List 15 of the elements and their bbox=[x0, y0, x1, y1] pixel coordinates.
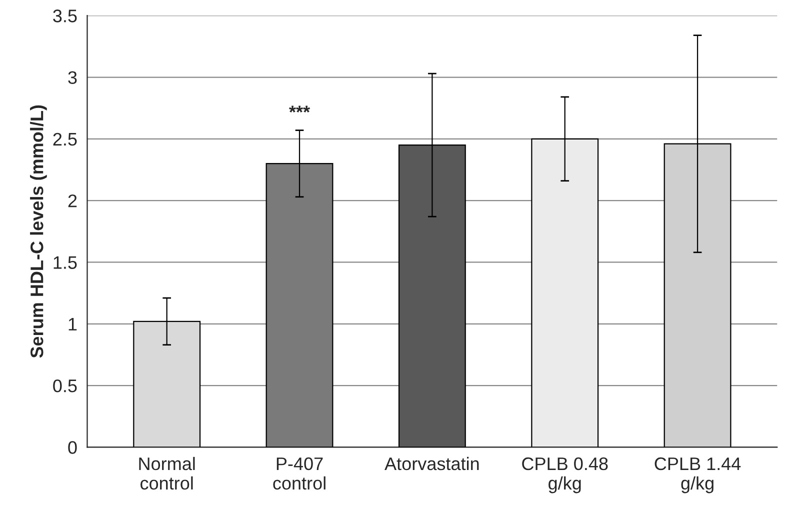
annotation: *** bbox=[289, 106, 310, 112]
y-tick-label: 3.5 bbox=[53, 10, 77, 22]
y-tick-label: 3 bbox=[68, 71, 77, 84]
y-tick-label: 1 bbox=[68, 318, 77, 330]
y-tick-label: 2.5 bbox=[53, 132, 77, 146]
y-tick-label: 0 bbox=[68, 441, 77, 454]
x-tick-label: Normal control bbox=[139, 456, 195, 490]
y-tick-label: 0.5 bbox=[53, 379, 77, 392]
x-tick-label: P-407 control bbox=[273, 457, 326, 490]
x-tick-label: CPLB 0.48 g/kg bbox=[522, 457, 608, 494]
y-tick-label: 1.5 bbox=[54, 256, 77, 269]
y-tick-label: 2 bbox=[68, 194, 77, 208]
y-axis-title: Serum HDL-C levels (mmol/L) bbox=[30, 105, 47, 358]
x-tick-label: CPLB 1.44 g/kg bbox=[654, 457, 741, 494]
x-tick-label: Atorvastatin bbox=[384, 456, 479, 470]
